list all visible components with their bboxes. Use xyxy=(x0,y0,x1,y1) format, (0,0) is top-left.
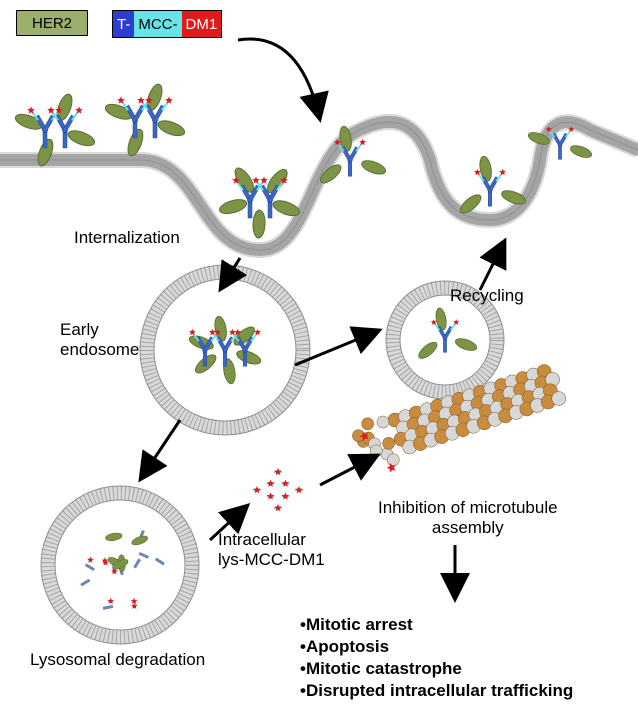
dm1-payload-icon xyxy=(253,486,261,493)
dm1-payload-icon xyxy=(295,486,303,493)
her2-receptor xyxy=(271,198,301,219)
effects-list: Mitotic arrestApoptosisMitotic catastrop… xyxy=(300,614,573,702)
flow-arrow xyxy=(320,455,378,485)
her2-receptor xyxy=(66,128,96,149)
effect-item: Apoptosis xyxy=(300,636,573,658)
her2-receptor xyxy=(569,143,593,160)
dm1-payload-icon xyxy=(274,504,282,511)
label-early-endosome: Earlyendosome xyxy=(60,320,139,360)
label-lysosomal: Lysosomal degradation xyxy=(30,650,205,670)
effect-item: Mitotic catastrophe xyxy=(300,658,573,680)
her2-receptor xyxy=(253,210,266,238)
her2-receptor xyxy=(478,155,493,182)
her2-receptor xyxy=(218,197,248,216)
dm1-payload-icon xyxy=(282,480,290,487)
free-payload-cloud xyxy=(253,468,303,511)
dm1-payload-icon xyxy=(274,468,282,475)
flow-arrow xyxy=(140,420,180,480)
her2-receptor xyxy=(360,158,387,177)
label-recycling: Recycling xyxy=(450,286,524,306)
dm1-payload-icon xyxy=(267,480,275,487)
her2-receptor xyxy=(156,118,186,139)
flow-arrow xyxy=(480,240,505,290)
label-internalization: Internalization xyxy=(74,228,180,248)
label-intracellular: Intracellularlys-MCC-DM1 xyxy=(218,530,325,570)
dm1-payload-icon xyxy=(267,492,275,499)
effect-item: Disrupted intracellular trafficking xyxy=(300,680,573,702)
effect-item: Mitotic arrest xyxy=(300,614,573,636)
flow-arrow xyxy=(238,39,320,120)
dm1-payload-icon xyxy=(282,492,290,499)
label-inhibition: Inhibition of microtubuleassembly xyxy=(378,498,558,538)
